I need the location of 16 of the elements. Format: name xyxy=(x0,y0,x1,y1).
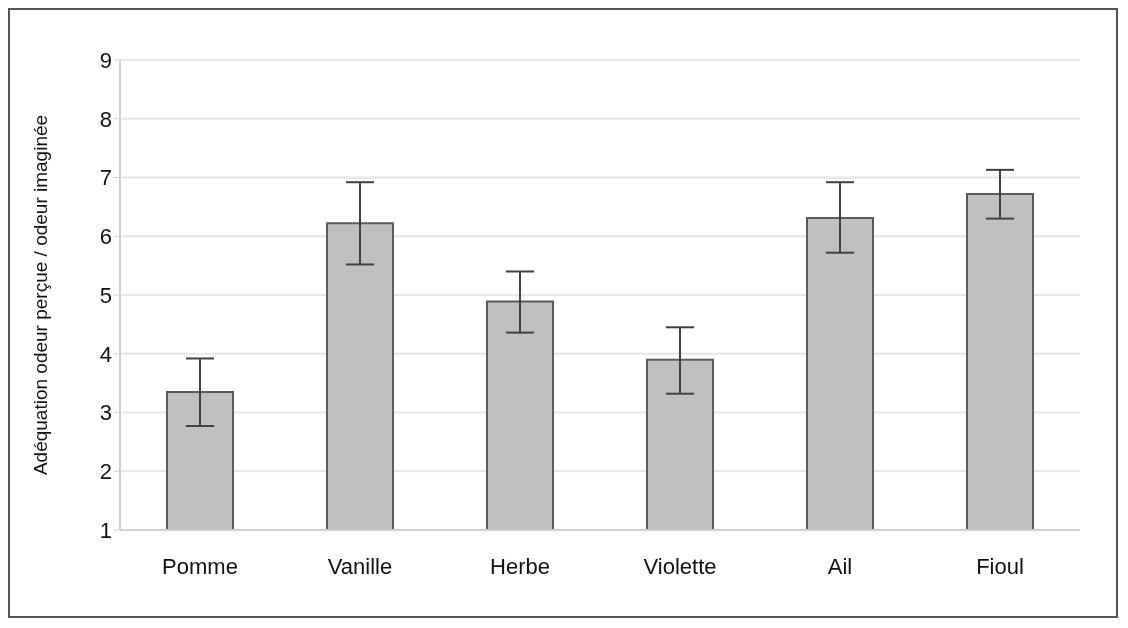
x-tick-label: Pomme xyxy=(162,553,238,579)
y-axis-title: Adéquation odeur perçue / odeur imaginée xyxy=(29,114,51,476)
y-tick-label: 9 xyxy=(99,47,112,73)
y-tick-label: 3 xyxy=(99,400,112,426)
x-tick-label: Fioul xyxy=(976,553,1024,579)
x-tick-label: Ail xyxy=(827,553,853,579)
y-tick-label: 6 xyxy=(99,224,112,250)
y-tick-label: 4 xyxy=(99,341,112,367)
y-tick-label: 8 xyxy=(99,106,112,132)
y-tick-label: 5 xyxy=(99,282,112,308)
x-tick-label: Violette xyxy=(643,553,717,579)
y-tick-label: 1 xyxy=(99,517,112,543)
x-tick-label: Vanille xyxy=(327,553,393,579)
x-tick-label: Herbe xyxy=(490,553,550,579)
y-tick-label: 7 xyxy=(99,165,112,191)
y-tick-label: 2 xyxy=(99,459,112,485)
